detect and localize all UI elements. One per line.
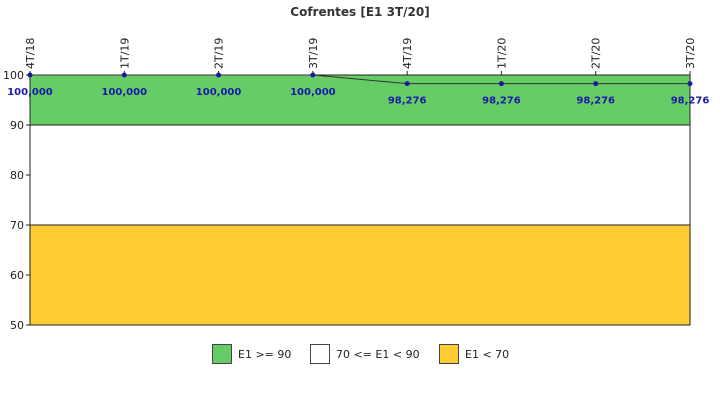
- data-point: [593, 81, 599, 87]
- x-tick-label: 4T/18: [24, 38, 37, 69]
- legend-item-green: E1 >= 90: [212, 344, 291, 364]
- band-2: [30, 225, 690, 325]
- band-layer: [30, 75, 690, 325]
- x-tick-label: 2T/20: [590, 38, 603, 69]
- legend-label: 70 <= E1 < 90: [336, 347, 420, 361]
- x-tick-label: 3T/19: [307, 38, 320, 69]
- x-tick-label: 4T/19: [401, 38, 414, 69]
- data-label: 98,276: [388, 96, 427, 107]
- band-1: [30, 125, 690, 225]
- data-label: 98,276: [482, 96, 521, 107]
- legend-item-yellow: E1 < 70: [439, 344, 509, 364]
- data-point: [404, 81, 410, 87]
- y-tick-label: 50: [10, 319, 24, 332]
- series-line: [30, 74, 690, 85]
- y-tick-label: 100: [3, 69, 24, 82]
- x-tick-label: 3T/20: [684, 38, 697, 69]
- y-tick-label: 80: [10, 169, 24, 182]
- data-point: [498, 81, 504, 87]
- data-label: 100,000: [196, 87, 242, 98]
- legend-label: E1 < 70: [465, 347, 510, 361]
- data-point: [121, 72, 127, 78]
- y-tick-label: 70: [10, 219, 24, 232]
- data-point: [27, 72, 33, 78]
- data-point: [310, 72, 316, 78]
- legend-label: E1 >= 90: [238, 347, 292, 361]
- y-tick-label: 60: [10, 269, 24, 282]
- legend-swatch-white: [310, 344, 330, 364]
- data-label: 100,000: [7, 87, 53, 98]
- legend-item-white: 70 <= E1 < 90: [310, 344, 420, 364]
- legend-swatch-yellow: [439, 344, 459, 364]
- legend: E1 >= 90 70 <= E1 < 90 E1 < 70: [0, 344, 720, 368]
- data-label: 100,000: [102, 87, 148, 98]
- x-tick-label: 1T/20: [495, 38, 508, 69]
- x-tick-label: 1T/19: [118, 38, 131, 69]
- y-tick-label: 90: [10, 119, 24, 132]
- series-line-layer: [27, 72, 693, 87]
- chart-title: Cofrentes [E1 3T/20]: [290, 5, 429, 19]
- x-tick-label: 2T/19: [213, 38, 226, 69]
- plot-frame: [29, 74, 691, 326]
- data-label: 98,276: [576, 96, 615, 107]
- data-label: 98,276: [671, 96, 710, 107]
- data-point: [687, 81, 693, 87]
- data-label: 100,000: [290, 87, 336, 98]
- data-label-layer: 100,000 100,000 100,000 100,000 98,276 98,276…: [7, 87, 709, 107]
- data-point: [216, 72, 222, 78]
- legend-swatch-green: [212, 344, 232, 364]
